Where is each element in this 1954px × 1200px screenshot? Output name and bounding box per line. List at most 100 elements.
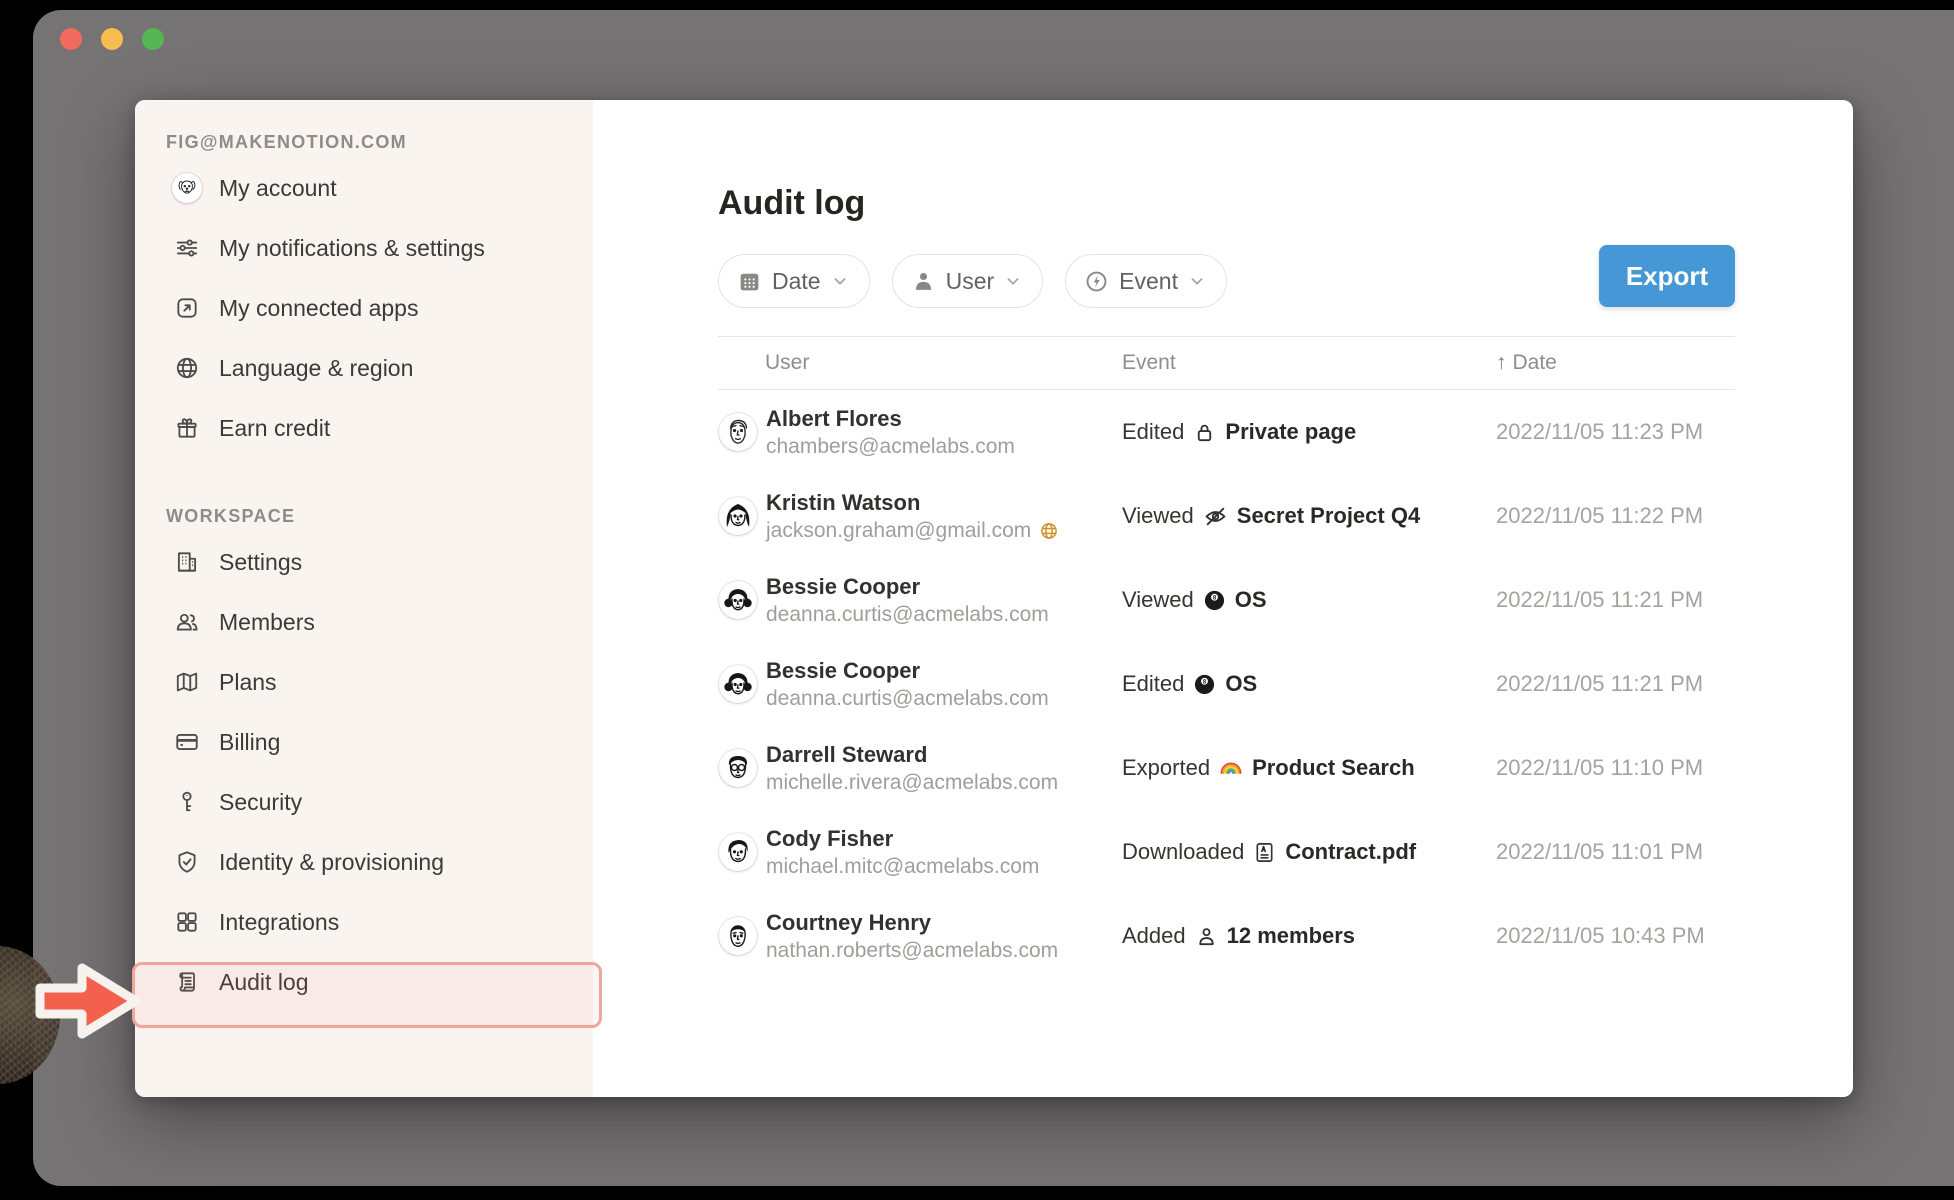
- event-date: 2022/11/05 10:43 PM: [1496, 923, 1705, 948]
- event-cell: Edited Private page: [1122, 419, 1496, 445]
- workspace-section-header: WORKSPACE: [166, 506, 296, 526]
- svg-text:8: 8: [1203, 679, 1207, 685]
- sidebar-item-integrations[interactable]: Integrations: [135, 892, 593, 952]
- event-verb: Added: [1122, 923, 1186, 948]
- event-date: 2022/11/05 11:23 PM: [1496, 419, 1704, 444]
- eight-ball-icon: 8: [1203, 589, 1226, 612]
- filter-label: Event: [1119, 267, 1178, 294]
- sidebar-item-plans[interactable]: Plans: [135, 652, 593, 712]
- table-row[interactable]: Albert Flores chambers@acmelabs.com Edit…: [718, 390, 1735, 474]
- user-name: Kristin Watson: [766, 490, 921, 515]
- close-button[interactable]: [60, 28, 82, 50]
- event-object: Contract.pdf: [1285, 839, 1417, 864]
- table-row[interactable]: Kristin Watson jackson.graham@gmail.com …: [718, 474, 1735, 558]
- event-verb: Viewed: [1122, 587, 1194, 612]
- column-header-user: User: [765, 351, 810, 374]
- chevron-down-icon: [1188, 272, 1206, 290]
- event-verb: Edited: [1122, 671, 1185, 696]
- sidebar-item-notifications-settings[interactable]: My notifications & settings: [135, 218, 593, 278]
- sidebar-item-label: My connected apps: [219, 294, 419, 321]
- event-cell: Edited 8 OS: [1122, 671, 1496, 697]
- table-row[interactable]: Courtney Henry nathan.roberts@acmelabs.c…: [718, 894, 1735, 978]
- sidebar-item-earn-credit[interactable]: Earn credit: [135, 398, 593, 458]
- event-date: 2022/11/05 11:01 PM: [1496, 839, 1704, 864]
- event-cell: Added 12 members: [1122, 923, 1496, 949]
- table-row[interactable]: Bessie Cooper deanna.curtis@acmelabs.com…: [718, 642, 1735, 726]
- user-name: Cody Fisher: [766, 826, 894, 851]
- sidebar-item-settings[interactable]: Settings: [135, 532, 593, 592]
- key-icon: [172, 787, 202, 817]
- event-date: 2022/11/05 11:21 PM: [1496, 587, 1704, 612]
- filter-bar: Date User: [718, 254, 1227, 308]
- filter-label: Date: [772, 267, 821, 294]
- user-name: Bessie Cooper: [766, 658, 921, 683]
- minimize-button[interactable]: [101, 28, 123, 50]
- export-button[interactable]: Export: [1599, 245, 1735, 307]
- sidebar-item-label: Earn credit: [219, 414, 331, 441]
- event-cell: Viewed Secret Project Q4: [1122, 503, 1496, 529]
- credit-card-icon: [172, 727, 202, 757]
- user-name: Courtney Henry: [766, 910, 932, 935]
- avatar: [719, 749, 757, 787]
- event-object: Secret Project Q4: [1236, 503, 1421, 528]
- event-object: Product Search: [1252, 755, 1415, 780]
- svg-text:8: 8: [1213, 595, 1217, 601]
- person-icon: [911, 269, 936, 294]
- sidebar-item-label: Language & region: [219, 354, 414, 381]
- event-object: OS: [1225, 671, 1258, 696]
- event-object: 12 members: [1226, 923, 1356, 948]
- dog-avatar-icon: [172, 173, 202, 203]
- user-name: Albert Flores: [766, 406, 902, 431]
- event-cell: Viewed 8 OS: [1122, 587, 1496, 613]
- chevron-down-icon: [1004, 272, 1022, 290]
- rainbow-icon: [1219, 756, 1243, 780]
- sidebar-item-label: Audit log: [219, 968, 309, 995]
- calendar-icon: [737, 269, 762, 294]
- date-filter-button[interactable]: Date: [718, 254, 870, 308]
- column-header-date[interactable]: ↑ Date: [1496, 351, 1557, 374]
- avatar: [719, 665, 757, 703]
- sidebar-item-language-region[interactable]: Language & region: [135, 338, 593, 398]
- sidebar-item-my-account[interactable]: My account: [135, 158, 593, 218]
- account-section-header: FIG@MAKENOTION.COM: [166, 132, 407, 152]
- sidebar-item-identity-provisioning[interactable]: Identity & provisioning: [135, 832, 593, 892]
- table-row[interactable]: Cody Fisher michael.mitc@acmelabs.com Do…: [718, 810, 1735, 894]
- event-cell: Downloaded Contract.pdf: [1122, 839, 1496, 865]
- sidebar-item-billing[interactable]: Billing: [135, 712, 593, 772]
- sidebar-item-security[interactable]: Security: [135, 772, 593, 832]
- building-icon: [172, 547, 202, 577]
- sidebar-item-members[interactable]: Members: [135, 592, 593, 652]
- event-verb: Edited: [1122, 419, 1185, 444]
- sidebar-item-connected-apps[interactable]: My connected apps: [135, 278, 593, 338]
- sidebar-item-label: Billing: [219, 728, 281, 755]
- page-title: Audit log: [718, 184, 866, 222]
- sidebar-item-label: My account: [219, 174, 337, 201]
- globe-icon: [172, 353, 202, 383]
- table-row[interactable]: Darrell Steward michelle.rivera@acmelabs…: [718, 726, 1735, 810]
- user-email: deanna.curtis@acmelabs.com: [766, 687, 1049, 710]
- sliders-icon: [172, 233, 202, 263]
- user-email: jackson.graham@gmail.com: [766, 519, 1032, 542]
- avatar: [719, 917, 757, 955]
- workspace-section: Settings Members Plans: [135, 532, 593, 1012]
- avatar: [719, 833, 757, 871]
- arrow-up-right-square-icon: [172, 293, 202, 323]
- traffic-lights: [60, 28, 164, 50]
- sidebar-item-label: Security: [219, 788, 303, 815]
- sidebar-item-audit-log[interactable]: Audit log: [135, 952, 593, 1012]
- members-icon: [172, 607, 202, 637]
- sidebar-item-label: Settings: [219, 548, 303, 575]
- map-icon: [172, 667, 202, 697]
- gift-icon: [172, 413, 202, 443]
- table-row[interactable]: Bessie Cooper deanna.curtis@acmelabs.com…: [718, 558, 1735, 642]
- user-filter-button[interactable]: User: [891, 254, 1044, 308]
- event-date: 2022/11/05 11:21 PM: [1496, 671, 1704, 696]
- column-header-event: Event: [1122, 351, 1176, 374]
- avatar: [719, 581, 757, 619]
- event-filter-button[interactable]: Event: [1065, 254, 1227, 308]
- sidebar-item-label: Plans: [219, 668, 277, 695]
- zoom-button[interactable]: [142, 28, 164, 50]
- audit-log-table: User Event ↑ Date Albert Flores: [718, 336, 1735, 978]
- lock-icon: [1193, 421, 1216, 444]
